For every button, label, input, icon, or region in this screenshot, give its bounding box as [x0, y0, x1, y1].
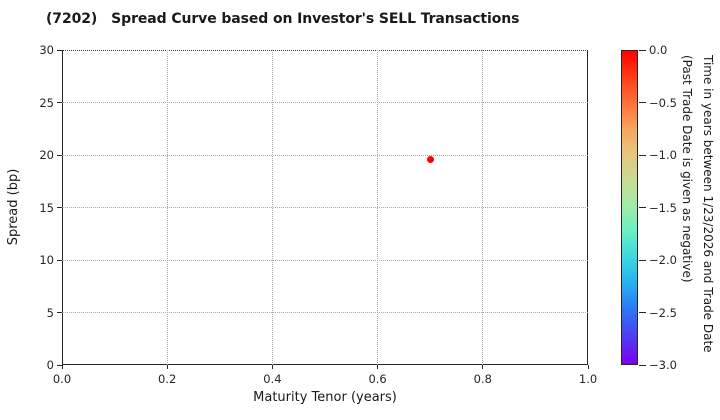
y-tick-label: 15 — [39, 200, 54, 215]
x-tick-label: 0.4 — [263, 372, 282, 386]
x-axis-label: Maturity Tenor (years) — [253, 390, 397, 405]
colorbar-gradient — [621, 50, 638, 365]
colorbar-tick-mark — [639, 312, 646, 313]
x-tick-label: 0.0 — [52, 372, 72, 386]
colorbar-tick-label: −1.5 — [649, 200, 677, 215]
y-tick-mark — [57, 102, 62, 103]
y-tick-mark — [57, 154, 62, 156]
gridline-horizontal — [62, 102, 588, 103]
colorbar-tick-mark — [639, 102, 646, 103]
gridline-horizontal — [62, 207, 588, 208]
colorbar-tick-label: −2.0 — [649, 253, 677, 267]
y-tick-label: 10 — [39, 253, 54, 267]
colorbar-label-line1: Time in years between 1/23/2026 and Trad… — [701, 55, 715, 353]
gridline-horizontal — [62, 312, 588, 313]
chart-title: (7202) Spread Curve based on Investor's S… — [46, 11, 519, 27]
colorbar-tick-label: 0.0 — [649, 43, 668, 57]
y-tick-mark — [57, 207, 62, 208]
colorbar-label: Time in years between 1/23/2026 and Trad… — [676, 55, 718, 353]
chart-title-text: Spread Curve based on Investor's SELL Tr… — [111, 11, 520, 27]
x-tick-label: 1.0 — [578, 372, 598, 386]
y-tick-mark — [57, 259, 62, 261]
x-tick-mark — [271, 365, 273, 369]
y-tick-mark — [57, 49, 62, 51]
gridline-horizontal — [62, 154, 588, 156]
y-tick-label: 0 — [46, 358, 54, 372]
colorbar-tick-mark — [639, 259, 646, 261]
y-tick-label: 25 — [39, 95, 54, 110]
colorbar-tick-label: −0.5 — [649, 95, 677, 110]
y-tick-label: 5 — [46, 305, 54, 320]
colorbar-tick-label: −2.5 — [649, 305, 677, 320]
data-point — [426, 155, 434, 163]
x-tick-mark — [166, 365, 168, 369]
colorbar-tick-mark — [639, 154, 646, 156]
y-tick-label: 30 — [39, 43, 54, 57]
x-tick-label: 0.2 — [158, 372, 177, 386]
colorbar-tick-label: −1.0 — [649, 148, 677, 162]
y-axis-label: Spread (bp) — [6, 168, 21, 246]
x-tick-label: 0.6 — [368, 372, 387, 386]
x-tick-mark — [587, 365, 589, 369]
chart-title-ticker: (7202) — [46, 11, 98, 27]
x-tick-label: 0.8 — [473, 372, 492, 386]
colorbar-tick-mark — [639, 364, 646, 366]
x-tick-mark — [61, 365, 63, 369]
colorbar-tick-label: −3.0 — [649, 358, 677, 372]
x-tick-mark — [482, 365, 484, 369]
y-tick-mark — [57, 364, 62, 366]
colorbar-tick-mark — [639, 49, 646, 51]
colorbar-tick-mark — [639, 207, 646, 208]
gridline-horizontal — [62, 259, 588, 261]
y-tick-mark — [57, 312, 62, 313]
x-tick-mark — [377, 365, 379, 369]
colorbar-label-line2: (Past Trade Date is given as negative) — [680, 55, 694, 283]
y-tick-label: 20 — [39, 148, 54, 162]
